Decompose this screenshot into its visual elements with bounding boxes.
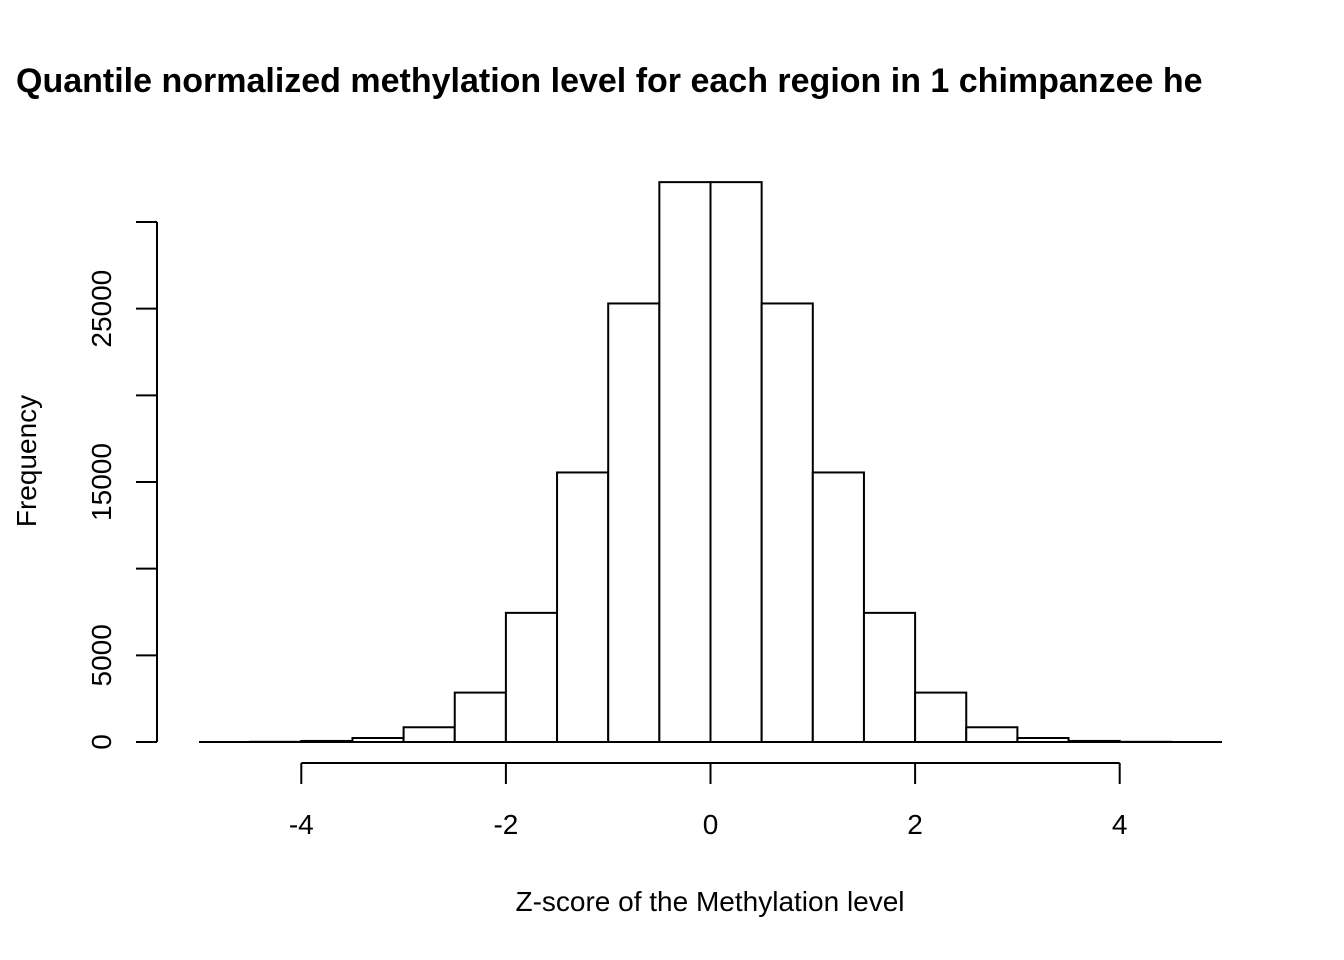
y-tick-label-1: 5000 [86,624,117,686]
chart-title: Quantile normalized methylation level fo… [16,62,1203,100]
y-axis: 0 5000 15000 25000 [86,221,158,750]
histogram-bar-8 [607,302,661,743]
y-tick-label-5: 25000 [86,270,117,348]
histogram-bar-7 [556,471,610,743]
y-tick-label-3: 15000 [86,443,117,521]
histogram-bar-12 [811,471,865,743]
x-tick-label-3: 2 [907,809,923,840]
x-tick-label-4: 4 [1112,809,1128,840]
y-tick-label-0: 0 [86,734,117,750]
histogram-bar-15 [965,726,1019,743]
x-axis: -4 -2 0 2 4 [289,762,1128,840]
histogram-bar-11 [760,302,814,743]
histogram-bar-10 [709,181,763,743]
histogram-bar-9 [658,181,712,743]
histogram-bar-5 [453,691,507,743]
histogram-bar-13 [862,611,917,743]
y-axis-label: Frequency [11,395,42,527]
bars-group [249,181,1172,744]
histogram-bar-14 [914,691,968,743]
histogram-bar-4 [402,726,456,743]
x-axis-label: Z-score of the Methylation level [515,886,904,917]
histogram-bar-6 [504,611,559,743]
x-tick-label-2: 0 [703,809,719,840]
x-tick-label-1: -2 [493,809,518,840]
x-tick-label-0: -4 [289,809,314,840]
